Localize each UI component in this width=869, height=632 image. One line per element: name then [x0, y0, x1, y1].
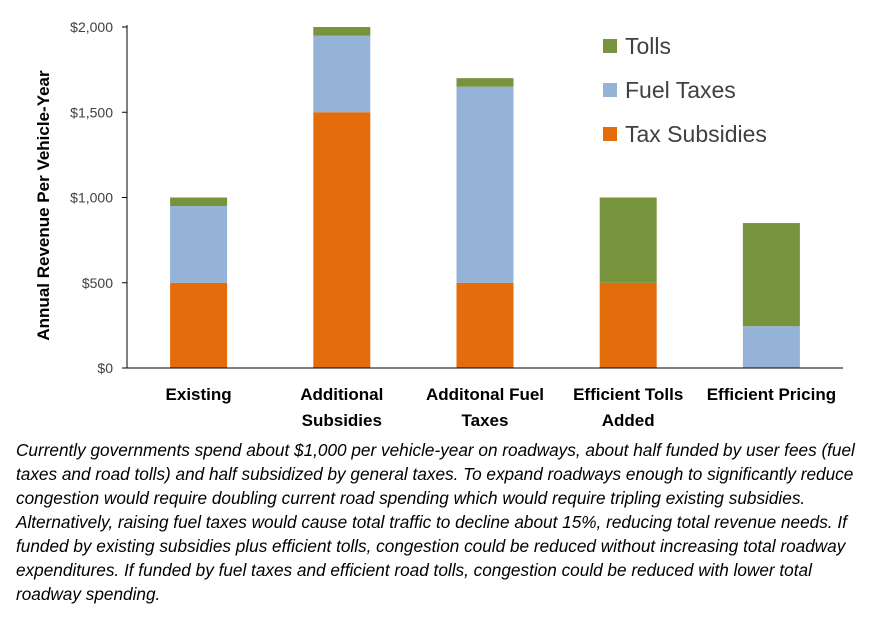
y-tick-label: $500: [82, 275, 113, 291]
stacked-bar-chart: Existing Additional Subsidies Additonal Fue…: [34, 19, 843, 430]
bar-fuel-taxes-additional-subsidies: [313, 35, 371, 113]
bars-group: [170, 27, 800, 368]
y-tick-label: $1,500: [70, 104, 113, 120]
bar-fuel-taxes-efficient-pricing: [742, 326, 800, 368]
legend-label-tax-subsidies: Tax Subsidies: [625, 121, 767, 147]
bar-tax-subsidies-additonal-fuel-taxes: [456, 282, 514, 368]
legend-swatch-fuel-taxes: [603, 83, 617, 97]
y-tick-label: $0: [97, 360, 113, 376]
legend-swatch-tax-subsidies: [603, 127, 617, 141]
category-label: Efficient Tolls Added: [573, 385, 683, 430]
bar-tolls-efficient-tolls-added: [599, 197, 657, 283]
category-label: Existing: [166, 385, 232, 404]
bar-tax-subsidies-additional-subsidies: [313, 112, 371, 368]
bar-tolls-additional-subsidies: [313, 27, 371, 36]
bar-tolls-efficient-pricing: [742, 223, 800, 327]
bar-tax-subsidies-efficient-tolls-added: [599, 282, 657, 368]
legend-label-fuel-taxes: Fuel Taxes: [625, 77, 736, 103]
legend-label-tolls: Tolls: [625, 33, 671, 59]
y-tick-label: $1,000: [70, 190, 113, 206]
legend-swatch-tolls: [603, 39, 617, 53]
y-tick-label: $2,000: [70, 19, 113, 35]
category-label: Additonal Fuel Taxes: [426, 385, 544, 430]
bar-fuel-taxes-existing: [170, 206, 228, 283]
bar-fuel-taxes-additonal-fuel-taxes: [456, 86, 514, 283]
bar-tax-subsidies-existing: [170, 282, 228, 368]
category-label: Additional Subsidies: [300, 385, 383, 430]
y-axis-title: Annual Revenue Per Vehicle-Year: [34, 70, 53, 341]
bar-tolls-additonal-fuel-taxes: [456, 78, 514, 87]
legend: Tolls Fuel Taxes Tax Subsidies: [603, 33, 767, 147]
chart-caption: Currently governments spend about $1,000…: [16, 440, 855, 604]
category-label: Efficient Pricing: [707, 385, 836, 404]
bar-tolls-existing: [170, 197, 228, 207]
axes-group: Existing Additional Subsidies Additonal Fue…: [34, 19, 843, 430]
